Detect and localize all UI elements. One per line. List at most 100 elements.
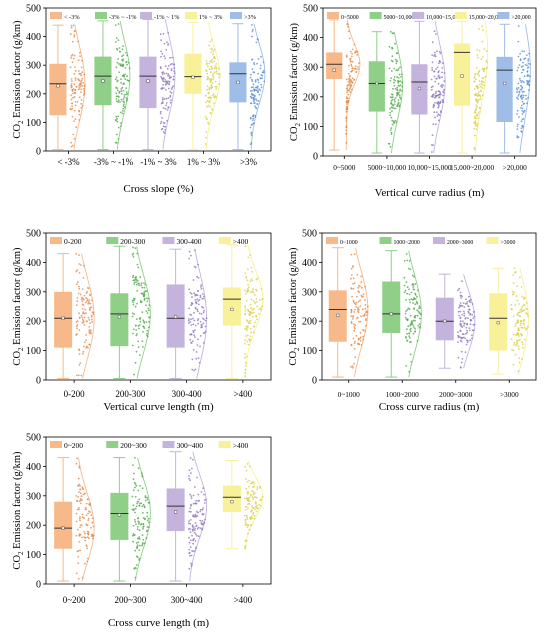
y-tick-label: 0 xyxy=(36,376,41,387)
mean-marker xyxy=(117,315,121,319)
x-tick-label: 0~200 xyxy=(63,595,86,605)
data-point xyxy=(473,315,476,318)
data-point xyxy=(345,106,348,108)
data-point xyxy=(79,55,81,58)
data-point xyxy=(77,70,80,72)
data-point xyxy=(122,107,125,110)
data-point xyxy=(362,335,364,338)
data-point xyxy=(206,106,208,108)
data-point xyxy=(416,309,418,312)
data-point xyxy=(515,295,518,297)
box-4 xyxy=(453,20,489,154)
data-point xyxy=(88,329,91,332)
data-point xyxy=(115,133,118,136)
data-point xyxy=(360,315,362,318)
data-point xyxy=(393,84,396,87)
data-point xyxy=(253,508,256,511)
data-point xyxy=(197,526,200,529)
density-curve xyxy=(189,451,208,582)
data-point xyxy=(260,308,262,311)
plot-frame xyxy=(321,232,537,381)
data-point xyxy=(525,98,527,100)
data-point xyxy=(147,309,150,312)
data-point xyxy=(146,498,149,501)
data-point xyxy=(120,125,122,127)
data-point xyxy=(210,65,213,68)
data-point xyxy=(75,70,77,72)
data-point xyxy=(121,55,123,58)
data-point xyxy=(260,288,263,290)
data-point xyxy=(194,527,196,530)
data-point xyxy=(135,318,138,320)
data-point xyxy=(457,310,460,313)
data-point xyxy=(169,56,171,59)
data-point xyxy=(431,54,434,56)
data-point xyxy=(412,324,414,326)
data-point xyxy=(414,319,416,322)
y-axis-label: CO2 Emission factor (g/km) xyxy=(289,22,302,141)
data-point xyxy=(83,324,86,326)
data-point xyxy=(188,548,191,551)
data-point xyxy=(256,103,259,105)
data-point xyxy=(132,533,135,535)
data-point xyxy=(244,372,247,374)
data-point xyxy=(70,94,73,97)
y-tick-label: 200 xyxy=(26,317,41,328)
data-point xyxy=(461,313,464,316)
data-point xyxy=(251,496,254,499)
data-point xyxy=(392,87,394,90)
data-point xyxy=(116,89,119,92)
data-point xyxy=(163,87,165,89)
data-point xyxy=(244,357,246,359)
data-point xyxy=(134,549,137,552)
data-point xyxy=(393,103,396,105)
data-point xyxy=(466,329,468,332)
y-tick-label: 400 xyxy=(303,33,318,44)
data-point xyxy=(251,24,253,26)
data-point xyxy=(137,517,140,519)
data-point xyxy=(247,502,250,505)
data-point xyxy=(73,35,76,38)
data-point xyxy=(146,312,149,314)
box-5 xyxy=(496,23,531,154)
data-point xyxy=(354,65,357,68)
data-point xyxy=(441,86,443,89)
box-1 xyxy=(326,19,361,151)
data-point xyxy=(349,80,352,82)
data-point xyxy=(194,249,196,252)
data-point xyxy=(353,323,355,326)
data-point xyxy=(366,305,369,308)
data-point xyxy=(249,280,252,282)
data-point xyxy=(351,295,353,298)
data-point xyxy=(389,107,392,110)
data-point xyxy=(137,522,140,525)
data-point xyxy=(256,318,258,321)
data-point xyxy=(69,66,72,68)
data-point xyxy=(353,362,355,365)
data-point xyxy=(483,81,485,84)
data-point xyxy=(199,335,202,337)
data-point xyxy=(396,105,398,107)
data-point xyxy=(146,297,148,300)
data-point xyxy=(138,529,141,532)
data-point xyxy=(362,329,365,332)
data-point xyxy=(364,307,367,310)
data-point xyxy=(349,58,351,61)
data-point xyxy=(78,119,81,121)
data-point xyxy=(137,520,140,523)
data-point xyxy=(194,502,197,504)
data-point xyxy=(516,96,518,99)
data-point xyxy=(355,51,357,54)
data-point xyxy=(246,516,249,519)
data-point xyxy=(409,315,412,317)
data-point xyxy=(526,83,529,86)
data-point xyxy=(192,539,195,542)
data-point xyxy=(81,487,84,490)
data-point xyxy=(251,490,254,492)
legend-label: >3000 xyxy=(501,240,516,246)
legend-label: 300-400 xyxy=(177,237,202,246)
data-point xyxy=(211,58,213,61)
data-point xyxy=(137,266,140,269)
